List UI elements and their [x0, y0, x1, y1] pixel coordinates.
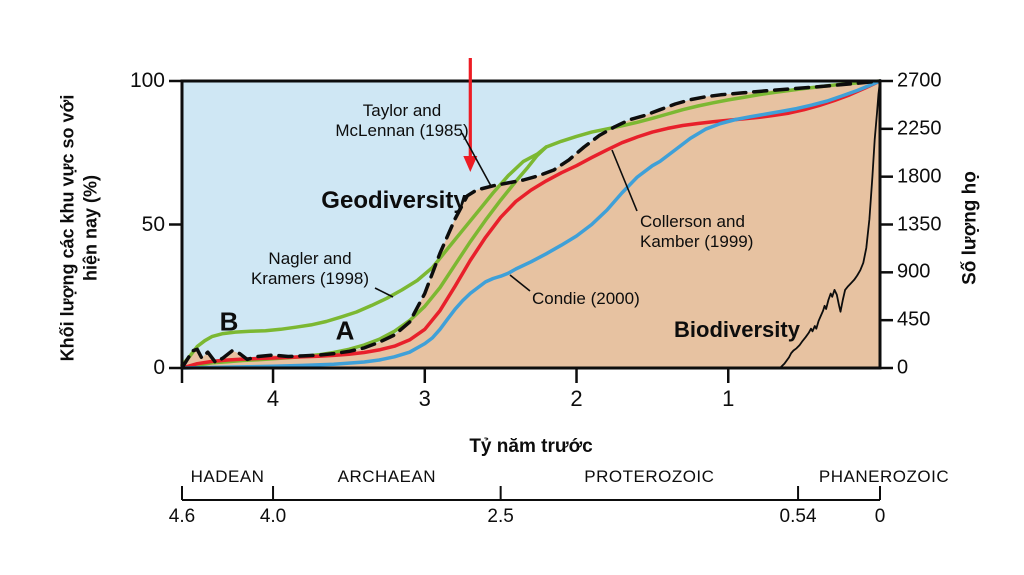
eon-boundary-label: 4.6 [168, 506, 196, 527]
x-axis-title: Tỷ năm trước [469, 436, 593, 457]
eon-name-phanerozoic: PHANEROZOIC [818, 467, 950, 486]
curve-biodiversity-number-of-families- [651, 80, 881, 369]
x-axis-tick-label: 1 [722, 386, 735, 411]
eon-name-archaean: ARCHAEAN [337, 467, 437, 486]
y-left-axis-title: Khối lượng các khu vực so với hiện nay (… [57, 95, 104, 362]
x-axis-tick-label: 3 [418, 386, 431, 411]
y-right-tick-label: 2250 [897, 117, 942, 140]
nagler-kramers-label-line2: Kramers (1998) [250, 269, 370, 288]
taylor-mclennan-label-line1: Taylor and [362, 100, 442, 120]
y-left-axis-title-line2: hiện nay (%) [81, 174, 101, 282]
collerson-kamber-label: Collerson and Kamber (1999) [640, 212, 753, 252]
geodiversity-area-fill [182, 81, 880, 368]
taylor-mclennan-label-line2: McLennan (1985) [335, 121, 469, 140]
branch-b-label: B [219, 306, 239, 337]
curve-taylor-and-mclennan-1985- [180, 79, 882, 370]
taylor-mclennan-label: Taylor and McLennan (1985) [335, 101, 468, 141]
eon-name-proterozoic: PROTEROZOIC [584, 467, 715, 486]
leader-line-taylor [461, 132, 492, 187]
collerson-kamber-label-line2: Kamber (1999) [640, 232, 754, 252]
curve-collerson-and-kamber-1999- [180, 79, 882, 370]
y-right-tick-label: 1800 [897, 165, 942, 188]
eon-name-hadean: HADEAN [190, 467, 265, 486]
branch-a-label: A [335, 315, 355, 346]
geodiversity-label: Geodiversity [321, 187, 467, 214]
red-arrow-head [463, 156, 478, 172]
eon-boundary-label: 2.5 [487, 506, 514, 527]
curve-nagler-and-kramers-1998-branch-b [180, 79, 882, 367]
curve-condie-2000- [180, 79, 882, 370]
y-left-tick-label: 50 [141, 212, 165, 236]
y-right-tick-label: 450 [897, 308, 931, 331]
eon-boundary-label: 4.0 [259, 506, 287, 527]
leader-line-collerson [611, 149, 638, 212]
leader-line-condie [509, 274, 531, 292]
leader-line-nagler [374, 287, 394, 298]
y-right-tick-label: 900 [897, 260, 931, 283]
y-right-axis-title: Số lượng họ [959, 171, 981, 285]
y-left-tick-label: 100 [129, 69, 165, 92]
nagler-kramers-label-line1: Nagler and [268, 248, 352, 268]
x-axis-tick-label: 4 [266, 386, 280, 411]
collerson-kamber-label-line1: Collerson and [640, 212, 745, 231]
y-left-axis-title-line1: Khối lượng các khu vực so với [57, 94, 78, 362]
x-axis-tick-label: 2 [570, 386, 583, 411]
condie-label: Condie (2000) [532, 289, 640, 308]
y-right-tick-label: 1350 [897, 213, 942, 235]
plot-border [180, 79, 882, 370]
y-left-tick-label: 0 [153, 356, 165, 379]
eon-boundary-label: 0 [874, 506, 886, 527]
eon-boundary-label: 0.54 [779, 506, 817, 527]
biodiversity-label: Biodiversity [674, 317, 800, 342]
y-right-tick-label: 2700 [897, 69, 942, 92]
y-right-tick-label: 0 [897, 356, 909, 379]
nagler-kramers-label: Nagler and Kramers (1998) [251, 249, 369, 289]
